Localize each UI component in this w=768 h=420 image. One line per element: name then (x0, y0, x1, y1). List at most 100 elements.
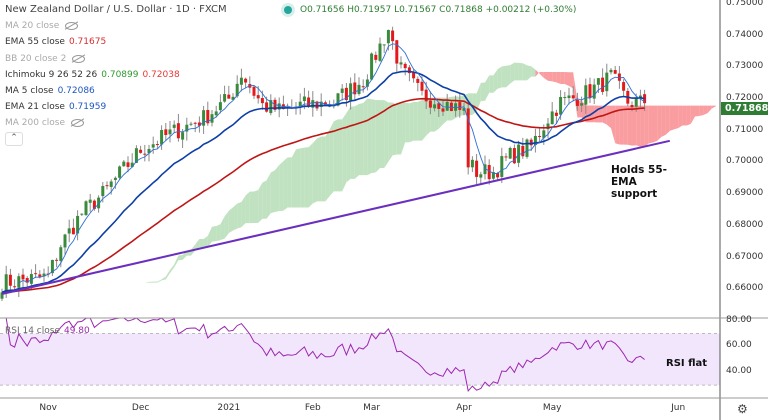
candle-up (269, 100, 273, 114)
candle-up (399, 62, 403, 65)
candle-down (403, 63, 407, 69)
candle-down (466, 108, 470, 168)
candle-down (353, 82, 357, 95)
candle-up (580, 103, 584, 106)
candle-up (483, 164, 487, 175)
cloud-segment (224, 210, 229, 239)
legend-collapse-button[interactable]: ⌃ (5, 132, 23, 146)
legend-ema55[interactable]: EMA 55 close 0.71675 (5, 36, 106, 48)
cloud-segment (182, 250, 187, 260)
cloud-segment (354, 104, 359, 179)
candle-down (575, 99, 579, 106)
candle-up (584, 85, 588, 105)
cloud-segment (203, 235, 208, 248)
candle-down (496, 173, 500, 178)
cloud-segment (279, 161, 284, 212)
cloud-segment (140, 282, 145, 284)
candle-down (475, 160, 479, 177)
cloud-segment (674, 105, 679, 130)
cloud-segment (497, 66, 502, 89)
cloud-segment (493, 69, 498, 93)
legend-bb20[interactable]: BB 20 close 2 (5, 53, 86, 65)
cloud-segment (165, 270, 170, 280)
candle-down (13, 286, 17, 288)
legend-label: MA 5 close (5, 86, 54, 96)
cloud-segment (300, 147, 305, 208)
candle-up (533, 135, 537, 146)
cloud-segment (648, 105, 653, 144)
candle-up (609, 69, 613, 73)
cloud-segment (363, 98, 368, 176)
candle-up (67, 228, 71, 234)
ohlc-readout: O0.71656 H0.71957 L0.71567 C0.71868 +0.0… (300, 5, 576, 15)
cloud-segment (258, 182, 263, 223)
candle-down (538, 135, 542, 137)
cloud-segment (535, 69, 540, 77)
candle-up (84, 201, 88, 216)
candle-up (349, 83, 353, 101)
candle-down (155, 144, 159, 146)
price-tick-label: 0.71000 (726, 124, 764, 135)
candle-up (500, 156, 504, 177)
candle-up (130, 162, 134, 167)
legend-rsi[interactable]: RSI 14 close 49.80 (5, 325, 90, 337)
legend-ma20[interactable]: MA 20 close (5, 20, 79, 32)
candle-up (0, 292, 4, 299)
ema55-line (1, 97, 645, 294)
cloud-segment (665, 105, 670, 135)
candle-down (38, 274, 42, 277)
cloud-segment (585, 105, 590, 123)
candle-up (298, 101, 302, 108)
hidden-eye-icon[interactable] (72, 54, 86, 63)
legend-label: EMA 21 close (5, 102, 65, 112)
candle-down (244, 78, 248, 83)
legend-ma200[interactable]: MA 200 close (5, 117, 85, 129)
cloud-segment (338, 119, 343, 192)
cloud-segment (409, 101, 414, 143)
legend-ma5[interactable]: MA 5 close 0.72086 (5, 85, 95, 97)
cloud-segment (485, 75, 490, 101)
high-value: H0.71957 (347, 5, 392, 15)
cloud-segment (161, 276, 166, 281)
cloud-segment (233, 203, 238, 231)
gear-icon[interactable]: ⚙ (737, 402, 748, 416)
cloud-segment (627, 105, 632, 146)
price-annotation: Holds 55-EMA support (611, 164, 667, 200)
legend-value: 0.71675 (68, 37, 107, 47)
hidden-eye-icon[interactable] (65, 21, 79, 30)
candle-up (634, 98, 638, 107)
cloud-segment (548, 71, 553, 82)
candle-down (307, 97, 311, 107)
cloud-segment (451, 96, 456, 121)
candle-up (479, 174, 483, 178)
candle-down (601, 77, 605, 92)
candle-up (302, 96, 306, 101)
hidden-eye-icon[interactable] (71, 118, 85, 127)
candle-down (416, 78, 420, 83)
cloud-segment (514, 62, 519, 81)
cloud-segment (661, 105, 666, 137)
cloud-segment (489, 75, 494, 93)
cloud-segment (375, 99, 380, 173)
candle-up (50, 259, 54, 274)
legend-label: BB 20 close 2 (5, 54, 67, 64)
cloud-segment (695, 105, 700, 117)
legend-ema21[interactable]: EMA 21 close 0.71959 (5, 101, 106, 113)
candle-up (386, 29, 390, 44)
candle-up (168, 129, 172, 135)
cloud-segment (417, 100, 422, 141)
cloud-segment (598, 105, 603, 123)
candle-down (412, 72, 416, 79)
legend-ichimoku[interactable]: Ichimoku 9 26 52 26 0.70899 0.72038 (5, 69, 180, 81)
candle-up (550, 111, 554, 125)
rsi-tick-label: 80.00 (726, 314, 752, 325)
candle-down (265, 102, 269, 112)
candle-up (42, 273, 46, 277)
symbol-title[interactable]: New Zealand Dollar / U.S. Dollar · 1D · … (5, 4, 227, 15)
ma5-line (18, 43, 645, 284)
cloud-segment (333, 119, 338, 192)
cloud-segment (703, 105, 708, 115)
cloud-segment (510, 62, 515, 84)
candle-down (55, 259, 59, 261)
